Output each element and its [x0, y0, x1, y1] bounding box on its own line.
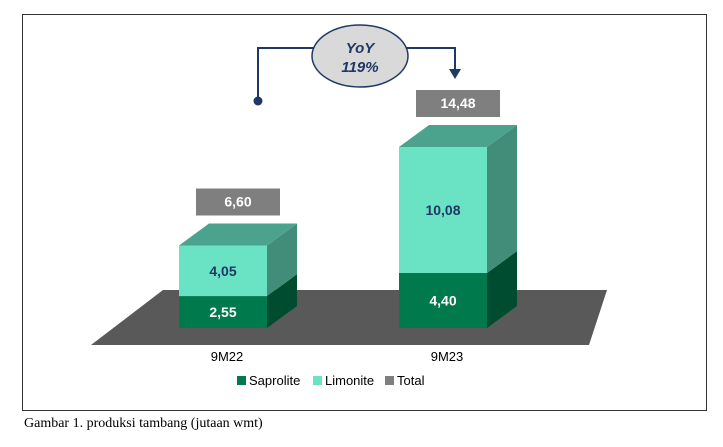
bar-limonite-9m23 [399, 147, 487, 273]
legend-swatch-saprolite [237, 376, 246, 385]
data-label-limonite-9m22: 4,05 [209, 263, 236, 279]
data-label-saprolite-9m23: 4,40 [429, 293, 456, 309]
chart-frame: 2,55 4,05 6,60 9M22 4,40 10,08 14,48 9M23 YoY 119… [22, 14, 707, 411]
legend-swatch-total [385, 376, 394, 385]
yoy-ellipse [311, 24, 409, 88]
legend-label-saprolite: Saprolite [249, 373, 300, 388]
bar-saprolite-9m22-side [267, 274, 297, 328]
bar-limonite-9m22-side [267, 223, 297, 297]
yoy-arrow-head [449, 69, 461, 79]
category-label-9m22: 9M22 [211, 349, 244, 364]
legend-swatch-limonite [313, 376, 322, 385]
total-box-9m22 [196, 188, 280, 216]
yoy-start-dot [253, 96, 263, 106]
bar-saprolite-9m22 [179, 296, 267, 328]
legend-label-total: Total [397, 373, 425, 388]
data-label-limonite-9m23: 10,08 [425, 202, 460, 218]
chart-canvas: 2,55 4,05 6,60 9M22 4,40 10,08 14,48 9M23 YoY 119… [91, 24, 607, 388]
bar-limonite-9m23-top [399, 125, 517, 147]
data-label-saprolite-9m22: 2,55 [209, 304, 236, 320]
total-label-9m23: 14,48 [440, 95, 475, 111]
bar-limonite-9m23-side [487, 125, 517, 273]
legend-label-limonite: Limonite [325, 373, 374, 388]
chart-floor [91, 290, 607, 345]
figure-caption: Gambar 1. produksi tambang (jutaan wmt) [24, 416, 263, 431]
bar-saprolite-9m23-side [487, 251, 517, 328]
total-label-9m22: 6,60 [224, 194, 251, 210]
bar-limonite-9m22 [179, 245, 267, 297]
yoy-label: YoY [346, 40, 377, 57]
bar-limonite-9m22-top [179, 223, 297, 246]
total-box-9m23 [416, 90, 500, 117]
yoy-value: 119% [341, 59, 378, 76]
category-label-9m23: 9M23 [431, 349, 464, 364]
bar-saprolite-9m23 [399, 273, 487, 328]
